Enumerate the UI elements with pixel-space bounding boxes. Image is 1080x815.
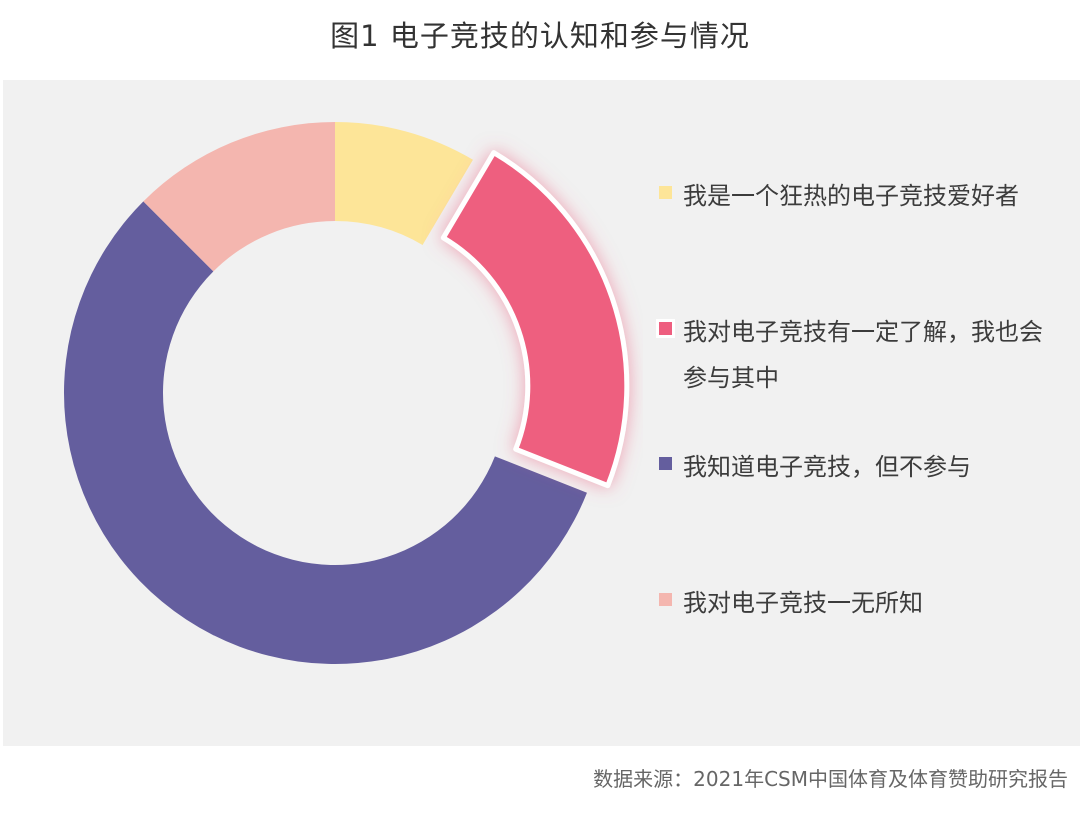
legend-label: 我对电子竞技有一定了解，我也会参与其中 bbox=[683, 318, 1043, 392]
chart-panel: 我是一个狂热的电子竞技爱好者 我对电子竞技有一定了解，我也会参与其中 我知道电子… bbox=[3, 80, 1080, 746]
legend-label: 我对电子竞技一无所知 bbox=[683, 589, 923, 617]
chart-title: 图1 电子竞技的认知和参与情况 bbox=[330, 19, 750, 53]
legend-swatch bbox=[659, 593, 672, 606]
source-note: 数据来源：2021年CSM中国体育及体育赞助研究报告 bbox=[593, 767, 1068, 791]
legend-swatch bbox=[656, 319, 675, 338]
legend-label: 我是一个狂热的电子竞技爱好者 bbox=[683, 182, 1019, 210]
slice-participant[interactable] bbox=[440, 150, 630, 489]
slice-unaware[interactable] bbox=[143, 122, 335, 272]
slice-enthusiast[interactable] bbox=[335, 122, 473, 245]
legend-swatch bbox=[659, 457, 672, 470]
legend-swatch bbox=[659, 186, 672, 199]
chart-legend: 我是一个狂热的电子竞技爱好者 我对电子竞技有一定了解，我也会参与其中 我知道电子… bbox=[655, 80, 1075, 746]
legend-label: 我知道电子竞技，但不参与 bbox=[683, 453, 971, 481]
slice-aware-nonparticipant[interactable] bbox=[64, 201, 587, 664]
donut-chart bbox=[64, 122, 630, 664]
